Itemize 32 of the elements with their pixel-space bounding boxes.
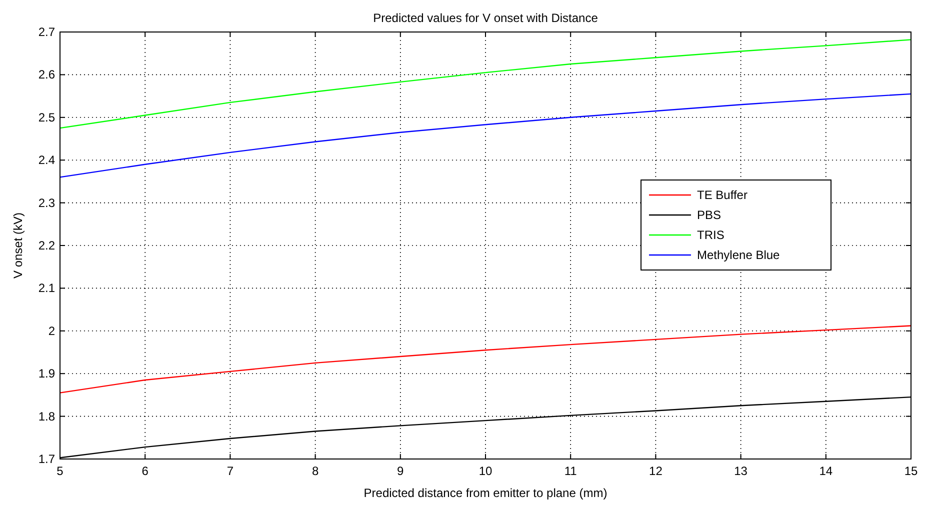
y-axis-title: V onset (kV) [11,212,25,279]
legend-label: PBS [697,208,722,222]
x-tick-label: 9 [397,464,404,478]
x-tick-label: 8 [312,464,319,478]
x-tick-label: 11 [564,464,578,478]
x-axis-title: Predicted distance from emitter to plane (mm) [364,486,608,500]
x-tick-label: 15 [904,464,918,478]
y-tick-label: 2.4 [38,153,56,168]
chart-title: Predicted values for V onset with Distance [373,11,598,25]
y-tick-label: 2.6 [38,68,56,82]
y-tick-label: 2.5 [38,110,56,124]
x-tick-label: 5 [56,464,64,478]
line-series [59,93,912,178]
x-tick-label: 10 [478,464,492,478]
y-tick-label: 1.7 [38,452,56,466]
line-series [59,325,912,394]
legend-label: TRIS [697,228,724,242]
y-tick-label: 1.8 [38,409,56,424]
y-tick-label: 2.2 [38,238,56,252]
x-tick-label: 12 [649,464,663,478]
y-tick-label: 2.7 [38,25,56,39]
x-tick-label: 14 [819,464,833,478]
legend-label: TE Buffer [697,188,748,202]
y-tick-label: 1.9 [38,366,56,381]
line-series [59,39,912,129]
y-tick-label: 2.3 [38,196,56,210]
x-tick-label: 7 [226,464,234,478]
y-tick-label: 2.1 [38,281,56,296]
legend-label: Methylene Blue [697,248,780,262]
x-tick-label: 6 [142,464,149,478]
x-tick-label: 13 [734,464,748,478]
y-tick-label: 2 [48,324,56,338]
